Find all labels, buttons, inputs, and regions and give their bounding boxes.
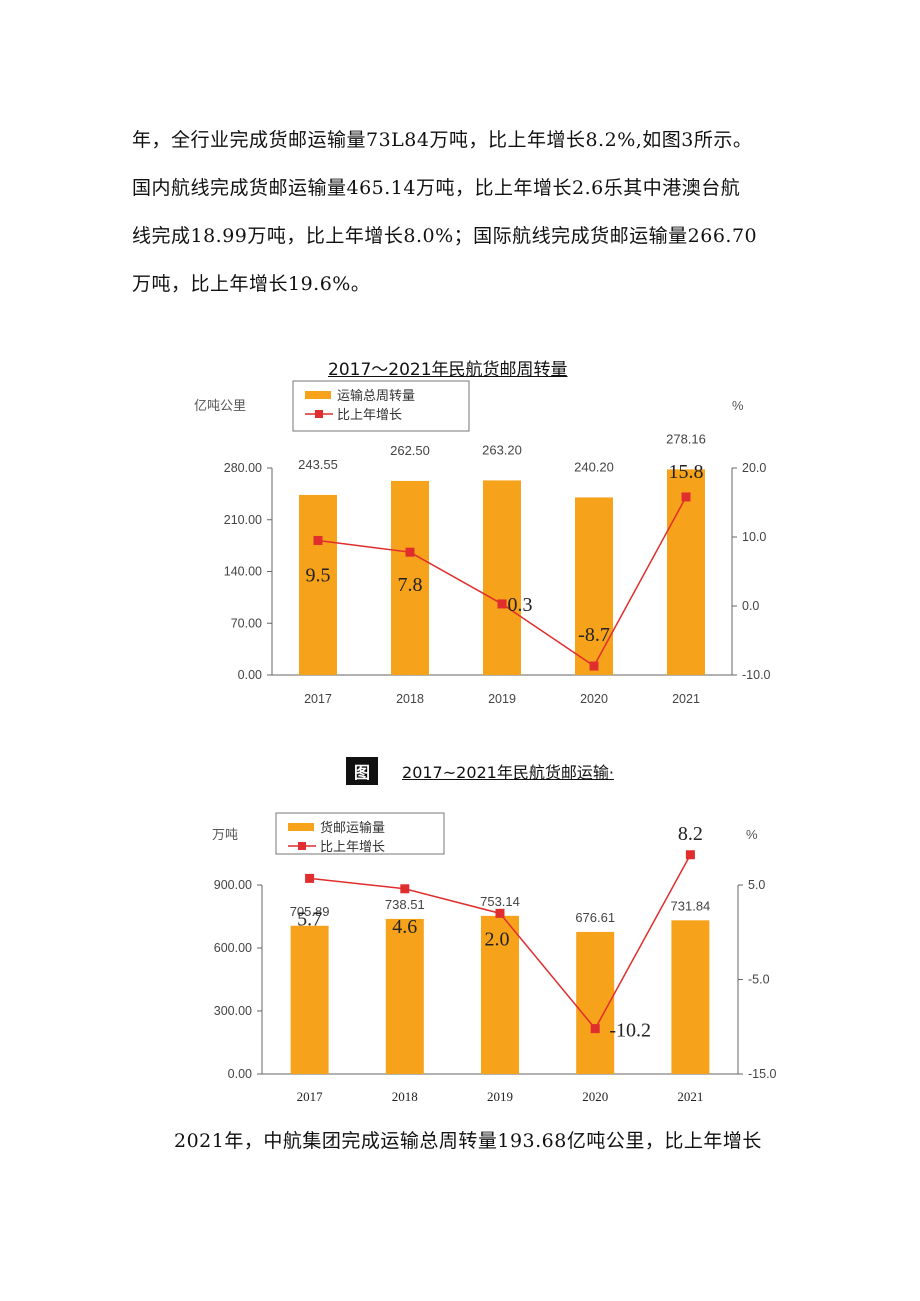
growth-point-label: -10.2 xyxy=(609,1020,651,1042)
paragraph-top: 年，全行业完成货邮运输量73L84万吨，比上年增长8.2%,如图3所示。 国内航… xyxy=(132,116,792,308)
growth-point-label: 15.8 xyxy=(669,461,704,483)
legend-label: 运输总周转量 xyxy=(337,388,415,403)
x-tick-label: 2017 xyxy=(304,692,332,706)
paragraph-line: 万吨，比上年增长19.6%。 xyxy=(132,273,371,295)
bar-value-label: 705.89 xyxy=(290,904,330,919)
growth-point xyxy=(589,661,599,671)
legend-label: 比上年增长 xyxy=(337,407,402,422)
y2-tick-label: -5.0 xyxy=(748,973,770,987)
paragraph-line: 年，全行业完成货邮运输量73L84万吨，比上年增长8.2%,如图3所示。 xyxy=(132,129,753,151)
y2-tick-label: -15.0 xyxy=(748,1067,777,1081)
legend-box xyxy=(292,380,470,432)
bar xyxy=(483,480,521,675)
y2-tick-label: 5.0 xyxy=(748,878,765,892)
growth-point xyxy=(400,884,410,894)
bar-value-label: 240.20 xyxy=(574,459,614,474)
growth-point xyxy=(405,547,415,557)
figure2-title-row: 图 2017~2021年民航货邮运输· xyxy=(346,757,614,785)
bar xyxy=(576,931,615,1074)
y-tick-label: 900.00 xyxy=(214,878,252,892)
y2-tick-label: 10.0 xyxy=(742,530,766,544)
growth-point xyxy=(681,492,691,502)
figure1-title: 2017～2021年民航货邮周转量 xyxy=(328,360,568,380)
bar-value-label: 738.51 xyxy=(385,897,425,912)
bar xyxy=(299,494,337,675)
bar-value-label: 753.14 xyxy=(480,894,520,909)
growth-point xyxy=(685,850,695,860)
bar xyxy=(481,915,519,1074)
growth-point-label: 8.2 xyxy=(678,823,703,845)
growth-point-label: 0.3 xyxy=(508,594,533,616)
x-tick-label: 2020 xyxy=(582,1089,608,1104)
bar-value-label: 676.61 xyxy=(575,910,615,925)
bar-value-label: 731.84 xyxy=(671,898,711,913)
growth-point xyxy=(590,1024,600,1034)
y-axis-label: 万吨 xyxy=(212,827,238,842)
y-tick-label: 70.00 xyxy=(231,616,262,630)
y-tick-label: 600.00 xyxy=(214,941,252,955)
y2-tick-label: 20.0 xyxy=(742,461,766,475)
y2-axis-label: % xyxy=(746,827,758,842)
x-tick-label: 2021 xyxy=(672,692,700,706)
growth-point xyxy=(305,873,315,883)
bar-value-label: 262.50 xyxy=(390,443,430,458)
figure-badge: 图 xyxy=(346,757,379,785)
x-tick-label: 2018 xyxy=(396,692,424,706)
growth-point-label: 2.0 xyxy=(485,928,510,950)
growth-point-label: 7.8 xyxy=(398,574,423,596)
growth-point-label: -8.7 xyxy=(578,624,610,646)
bar xyxy=(385,918,424,1074)
x-tick-label: 2019 xyxy=(488,692,516,706)
y-tick-label: 0.00 xyxy=(228,1067,252,1081)
paragraph-bottom: 2021年，中航集团完成运输总周转量193.68亿吨公里，比上年增长 xyxy=(174,1117,834,1165)
legend-bar-swatch xyxy=(305,391,331,399)
y-tick-label: 140.00 xyxy=(224,565,262,579)
paragraph-line: 国内航线完成货邮运输量465.14万吨，比上年增长2.6乐其中港澳台航 xyxy=(132,177,741,199)
growth-point-label: 5.7 xyxy=(297,908,322,930)
y2-tick-label: -10.0 xyxy=(742,668,771,682)
paragraph-line: 2021年，中航集团完成运输总周转量193.68亿吨公里，比上年增长 xyxy=(174,1130,762,1152)
x-tick-label: 2019 xyxy=(487,1089,513,1104)
legend-bar-swatch xyxy=(288,823,314,831)
bar-value-label: 243.55 xyxy=(298,457,338,472)
legend-label: 货邮运输量 xyxy=(320,820,385,835)
x-tick-label: 2020 xyxy=(580,692,608,706)
y-axis-label: 亿吨公里 xyxy=(194,398,246,413)
growth-point xyxy=(313,535,323,545)
x-tick-label: 2018 xyxy=(392,1089,418,1104)
y-tick-label: 210.00 xyxy=(224,513,262,527)
bar xyxy=(290,925,329,1074)
bar xyxy=(391,480,429,675)
paragraph-line: 线完成18.99万吨，比上年增长8.0%；国际航线完成货邮运输量266.70 xyxy=(132,225,758,247)
bar-value-label: 263.20 xyxy=(482,442,522,457)
legend-marker-swatch xyxy=(315,410,323,418)
bar xyxy=(671,920,710,1074)
x-tick-label: 2021 xyxy=(677,1089,703,1104)
figure2-title: 2017~2021年民航货邮运输· xyxy=(402,763,614,782)
growth-point xyxy=(497,599,507,609)
growth-point-label: 9.5 xyxy=(306,564,331,586)
y2-tick-label: 0.0 xyxy=(742,599,759,613)
y-tick-label: 280.00 xyxy=(224,461,262,475)
x-tick-label: 2017 xyxy=(297,1089,324,1104)
growth-point xyxy=(495,908,505,918)
legend-label: 比上年增长 xyxy=(320,839,385,854)
bar-value-label: 278.16 xyxy=(666,431,706,446)
bar xyxy=(575,497,613,675)
y-tick-label: 0.00 xyxy=(238,668,262,682)
y-tick-label: 300.00 xyxy=(214,1004,252,1018)
legend-marker-swatch xyxy=(298,842,306,850)
growth-point-label: 4.6 xyxy=(392,916,417,938)
y2-axis-label: % xyxy=(732,398,744,413)
bar xyxy=(667,469,705,675)
